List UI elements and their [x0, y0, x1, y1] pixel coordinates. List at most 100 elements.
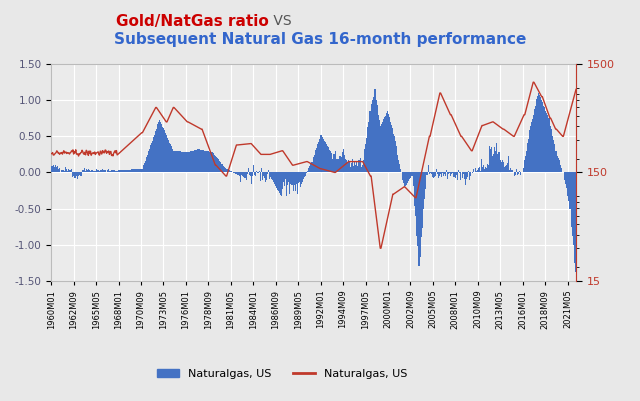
- Bar: [567, 172, 568, 196]
- Bar: [349, 165, 351, 172]
- Bar: [246, 172, 247, 177]
- Bar: [255, 172, 256, 176]
- Bar: [433, 172, 434, 178]
- Bar: [331, 152, 332, 172]
- Bar: [355, 165, 356, 172]
- Bar: [358, 160, 359, 172]
- Bar: [141, 169, 142, 172]
- Bar: [221, 164, 222, 172]
- Bar: [392, 131, 393, 172]
- Bar: [531, 122, 532, 172]
- Bar: [243, 172, 244, 177]
- Bar: [143, 165, 144, 172]
- Bar: [479, 164, 480, 172]
- Bar: [171, 146, 172, 172]
- Bar: [258, 172, 259, 173]
- Bar: [530, 126, 531, 172]
- Bar: [412, 172, 413, 176]
- Bar: [304, 172, 305, 177]
- Bar: [214, 155, 215, 172]
- Bar: [444, 172, 445, 174]
- Bar: [321, 135, 322, 172]
- Bar: [188, 152, 189, 172]
- Bar: [439, 172, 440, 176]
- Bar: [507, 163, 508, 172]
- Bar: [460, 172, 461, 180]
- Bar: [485, 167, 486, 172]
- Bar: [353, 166, 354, 172]
- Bar: [379, 120, 380, 172]
- Bar: [140, 169, 141, 172]
- Bar: [272, 172, 273, 180]
- Bar: [195, 150, 196, 172]
- Bar: [308, 168, 309, 172]
- Bar: [158, 122, 159, 172]
- Bar: [508, 156, 509, 172]
- Bar: [288, 172, 289, 182]
- Bar: [341, 156, 342, 172]
- Bar: [307, 171, 308, 172]
- Bar: [564, 172, 565, 180]
- Bar: [425, 172, 426, 189]
- Bar: [267, 172, 268, 174]
- Bar: [133, 169, 134, 172]
- Bar: [269, 172, 271, 176]
- Bar: [509, 170, 510, 172]
- Bar: [51, 166, 52, 172]
- Bar: [537, 96, 538, 172]
- Bar: [515, 172, 516, 175]
- Bar: [481, 159, 482, 172]
- Bar: [57, 166, 58, 172]
- Bar: [80, 172, 81, 176]
- Bar: [114, 170, 115, 172]
- Bar: [418, 172, 419, 256]
- Bar: [99, 171, 100, 172]
- Legend: Naturalgas, US, Naturalgas, US: Naturalgas, US, Naturalgas, US: [152, 365, 412, 383]
- Bar: [546, 113, 547, 172]
- Bar: [201, 150, 202, 172]
- Bar: [470, 172, 471, 176]
- Bar: [526, 152, 527, 172]
- Bar: [101, 170, 102, 172]
- Bar: [536, 99, 537, 172]
- Bar: [399, 169, 400, 172]
- Bar: [317, 144, 318, 172]
- Bar: [504, 166, 505, 172]
- Bar: [408, 172, 409, 181]
- Bar: [413, 172, 414, 196]
- Bar: [436, 172, 437, 181]
- Bar: [393, 134, 394, 172]
- Bar: [566, 172, 567, 192]
- Bar: [83, 170, 84, 172]
- Bar: [385, 114, 386, 172]
- Bar: [247, 172, 248, 174]
- Bar: [523, 168, 524, 172]
- Bar: [344, 155, 345, 172]
- Bar: [440, 172, 441, 174]
- Bar: [519, 171, 520, 172]
- Bar: [172, 149, 173, 172]
- Bar: [169, 141, 170, 172]
- Bar: [324, 141, 325, 172]
- Bar: [90, 171, 91, 172]
- Bar: [209, 152, 210, 172]
- Bar: [409, 172, 410, 180]
- Bar: [360, 158, 361, 172]
- Bar: [149, 149, 150, 172]
- Bar: [363, 160, 364, 172]
- Bar: [434, 172, 435, 177]
- Bar: [208, 152, 209, 172]
- Bar: [177, 151, 178, 172]
- Bar: [181, 152, 182, 172]
- Bar: [534, 109, 535, 172]
- Bar: [488, 165, 489, 172]
- Bar: [362, 165, 363, 172]
- Bar: [506, 165, 507, 172]
- Bar: [239, 172, 240, 176]
- Bar: [427, 172, 428, 174]
- Bar: [161, 124, 162, 172]
- Bar: [367, 128, 368, 172]
- Bar: [378, 115, 379, 172]
- Bar: [366, 138, 367, 172]
- Bar: [420, 172, 421, 247]
